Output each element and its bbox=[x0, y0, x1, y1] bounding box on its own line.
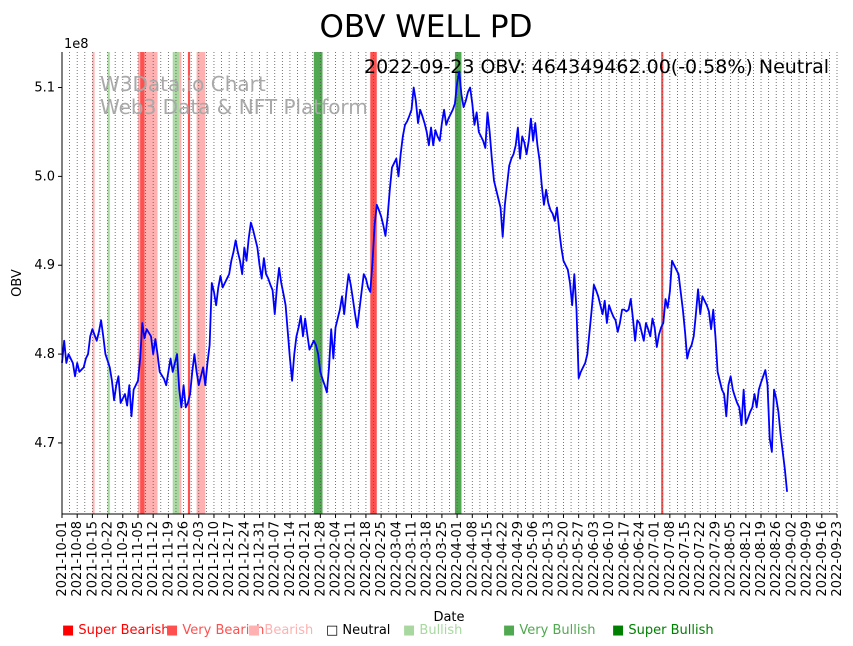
x-tick-label: 2021-10-15 bbox=[85, 521, 100, 597]
y-axis-label: OBV bbox=[10, 269, 25, 297]
obv-series-line bbox=[61, 70, 788, 492]
y-axis-ticks: 4.7 4.8 4.9 5.0 5.1 bbox=[34, 81, 62, 451]
x-tick-label: 2022-04-01 bbox=[450, 521, 465, 597]
x-tick-label: 2021-11-19 bbox=[161, 521, 176, 597]
watermark-line-2: Web3 Data & NFT Platform bbox=[100, 95, 368, 119]
x-tick-label: 2022-03-18 bbox=[420, 521, 435, 597]
x-tick-label: 2022-04-15 bbox=[480, 521, 495, 597]
legend-item-neutral: □ Neutral bbox=[326, 623, 390, 638]
x-tick-label: 2022-08-05 bbox=[724, 521, 739, 597]
x-tick-label: 2022-05-20 bbox=[556, 521, 571, 597]
x-tick-label: 2021-11-12 bbox=[146, 521, 161, 597]
x-tick-label: 2022-01-28 bbox=[313, 521, 328, 597]
legend-item-super-bearish: ■ Super Bearish bbox=[62, 623, 170, 638]
x-tick-label: 2022-04-29 bbox=[511, 521, 526, 597]
chart-title: OBV WELL PD bbox=[320, 9, 533, 45]
legend-item-super-bullish: ■ Super Bullish bbox=[612, 623, 714, 638]
x-tick-label: 2022-08-12 bbox=[739, 521, 754, 597]
x-tick-label: 2021-10-01 bbox=[55, 521, 70, 597]
x-tick-label: 2022-01-07 bbox=[268, 521, 283, 597]
x-tick-label: 2022-06-10 bbox=[602, 521, 617, 597]
signal-band-bearish bbox=[151, 52, 158, 514]
legend-item-bullish: ■ Bullish bbox=[403, 623, 462, 638]
signal-band-bearish bbox=[144, 52, 152, 514]
x-tick-label: 2021-11-05 bbox=[131, 521, 146, 597]
x-tick-label: 2021-12-24 bbox=[237, 521, 252, 597]
x-tick-label: 2022-01-14 bbox=[283, 521, 298, 597]
y-tick-label: 5.0 bbox=[34, 169, 55, 184]
x-tick-label: 2021-10-29 bbox=[116, 521, 131, 597]
x-tick-label: 2022-02-18 bbox=[359, 521, 374, 597]
x-tick-label: 2022-05-13 bbox=[541, 521, 556, 597]
watermark: W3Data.io Chart Web3 Data & NFT Platform bbox=[100, 72, 368, 119]
x-tick-label: 2022-07-08 bbox=[663, 521, 678, 597]
signal-band-very-bullish bbox=[313, 52, 323, 514]
y-tick-label: 4.8 bbox=[34, 347, 55, 362]
x-tick-label: 2021-10-08 bbox=[70, 521, 85, 597]
signal-bands bbox=[92, 52, 664, 514]
x-tick-label: 2022-09-23 bbox=[830, 521, 845, 597]
signal-band-very-bearish bbox=[187, 52, 191, 514]
x-tick-label: 2022-05-06 bbox=[526, 521, 541, 597]
x-tick-label: 2021-12-10 bbox=[207, 521, 222, 597]
x-tick-label: 2022-08-19 bbox=[754, 521, 769, 597]
latest-value-readout: 2022-09-23 OBV: 464349462.00(-0.58%) Neu… bbox=[364, 56, 829, 78]
x-tick-label: 2022-01-21 bbox=[298, 521, 313, 597]
vertical-gridlines bbox=[61, 52, 838, 514]
x-tick-label: 2021-12-03 bbox=[192, 521, 207, 597]
x-tick-label: 2022-03-11 bbox=[405, 521, 420, 597]
legend-item-very-bullish: ■ Very Bullish bbox=[503, 623, 595, 638]
signal-band-very-bearish bbox=[140, 52, 145, 514]
signal-band-bullish bbox=[174, 52, 180, 514]
x-tick-label: 2022-03-25 bbox=[435, 521, 450, 597]
signal-band-bearish bbox=[137, 52, 141, 514]
signal-band-bullish bbox=[107, 52, 110, 514]
x-tick-label: 2022-07-22 bbox=[693, 521, 708, 597]
x-tick-label: 2021-12-31 bbox=[253, 521, 268, 597]
y-tick-label: 4.9 bbox=[34, 258, 55, 273]
x-axis-ticks: 2021-10-01 2021-10-08 2021-10-15 2021-10-22… bbox=[55, 514, 845, 597]
signal-legend: ■ Super Bearish■ Very Bearish■ Bearish □ … bbox=[62, 623, 714, 638]
x-tick-label: 2022-07-01 bbox=[648, 521, 663, 597]
y-tick-label: 5.1 bbox=[34, 81, 55, 96]
x-tick-label: 2022-07-15 bbox=[678, 521, 693, 597]
x-tick-label: 2022-02-11 bbox=[344, 521, 359, 597]
legend-item-bearish: ■ Bearish bbox=[248, 623, 313, 638]
x-tick-label: 2022-05-27 bbox=[572, 521, 587, 597]
y-tick-label: 4.7 bbox=[34, 436, 55, 451]
y-offset-label: 1e8 bbox=[64, 37, 89, 52]
x-tick-label: 2022-06-03 bbox=[587, 521, 602, 597]
x-tick-label: 2022-08-26 bbox=[769, 521, 784, 597]
x-tick-label: 2022-09-02 bbox=[784, 521, 799, 597]
x-tick-label: 2022-06-24 bbox=[632, 521, 647, 597]
x-tick-label: 2021-11-26 bbox=[177, 521, 192, 597]
signal-band-bearish bbox=[179, 52, 182, 514]
signal-band-bearish bbox=[196, 52, 206, 514]
axes bbox=[61, 52, 837, 515]
x-tick-label: 2022-04-22 bbox=[496, 521, 511, 597]
x-tick-label: 2021-10-22 bbox=[101, 521, 116, 597]
x-tick-label: 2022-09-16 bbox=[815, 521, 830, 597]
x-tick-label: 2021-12-17 bbox=[222, 521, 237, 597]
signal-band-bullish bbox=[172, 52, 175, 514]
watermark-line-1: W3Data.io Chart bbox=[100, 72, 266, 96]
signal-band-bearish bbox=[92, 52, 95, 514]
x-tick-label: 2022-02-04 bbox=[329, 521, 344, 597]
legend-item-very-bearish: ■ Very Bearish bbox=[166, 623, 264, 638]
x-tick-label: 2022-06-17 bbox=[617, 521, 632, 597]
x-tick-label: 2022-09-09 bbox=[800, 521, 815, 597]
x-axis-label: Date bbox=[433, 610, 464, 625]
x-tick-label: 2022-04-08 bbox=[465, 521, 480, 597]
x-tick-label: 2022-02-25 bbox=[374, 521, 389, 597]
x-tick-label: 2022-03-04 bbox=[389, 521, 404, 597]
x-tick-label: 2022-07-29 bbox=[708, 521, 723, 597]
signal-band-very-bullish bbox=[454, 52, 462, 514]
